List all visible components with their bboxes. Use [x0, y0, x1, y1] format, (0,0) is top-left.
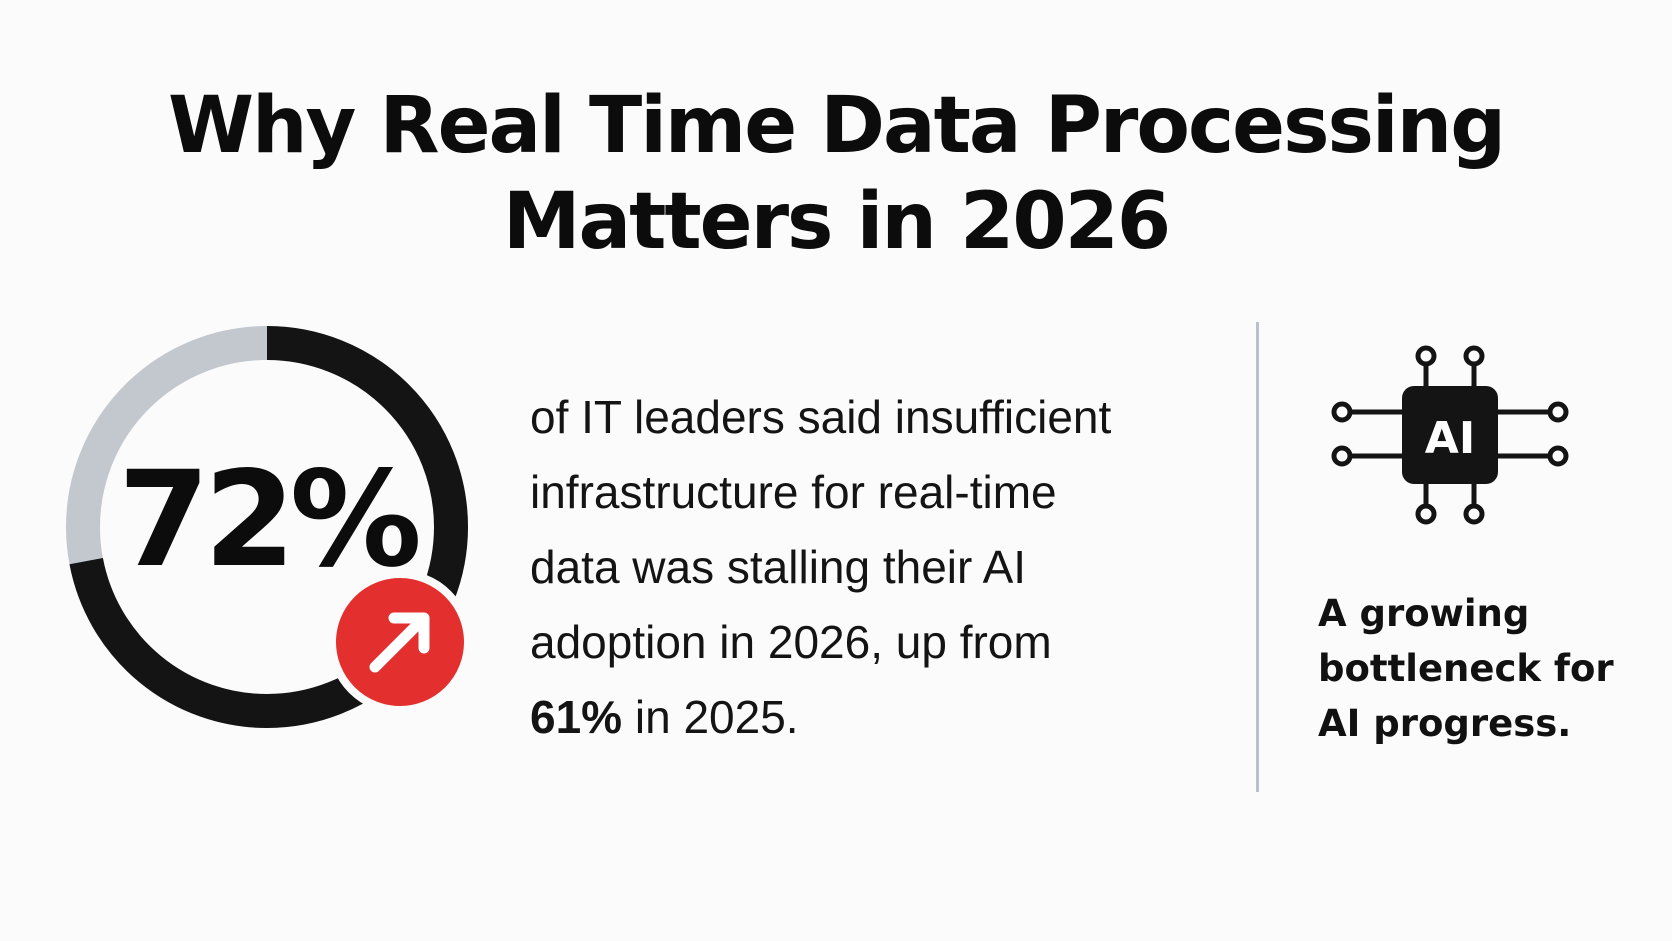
title-line-2: Matters in 2026	[502, 177, 1171, 267]
description-line-5: in 2025.	[622, 691, 799, 743]
previous-stat-highlight: 61%	[530, 691, 623, 743]
stat-donut: 72%	[52, 292, 502, 762]
title-line-1: Why Real Time Data Processing	[167, 81, 1506, 171]
page-title: Why Real Time Data Processing Matters in…	[0, 78, 1672, 270]
donut-fill	[66, 326, 468, 728]
description-line-2: infrastructure for real-time	[530, 466, 1057, 518]
donut-chart	[66, 326, 472, 728]
vertical-divider	[1256, 322, 1259, 792]
arrow-up-right-icon	[369, 612, 430, 673]
trend-badge	[328, 570, 472, 714]
tagline: A growing bottleneck for AI progress.	[1318, 586, 1658, 751]
description-line-1: of IT leaders said insufficient	[530, 391, 1112, 443]
tagline-line-2: bottleneck for	[1318, 647, 1614, 690]
description-line-3: data was stalling their AI	[530, 541, 1027, 593]
tagline-line-3: AI progress.	[1318, 702, 1572, 745]
stat-value: 72%	[118, 443, 422, 597]
chip-label: AI	[1425, 413, 1475, 464]
description-line-4: adoption in 2026, up from	[530, 616, 1052, 668]
ai-chip-icon: AI	[1331, 345, 1569, 525]
stat-description: of IT leaders said insufficient infrastr…	[530, 380, 1230, 755]
tagline-line-1: A growing	[1318, 592, 1530, 635]
